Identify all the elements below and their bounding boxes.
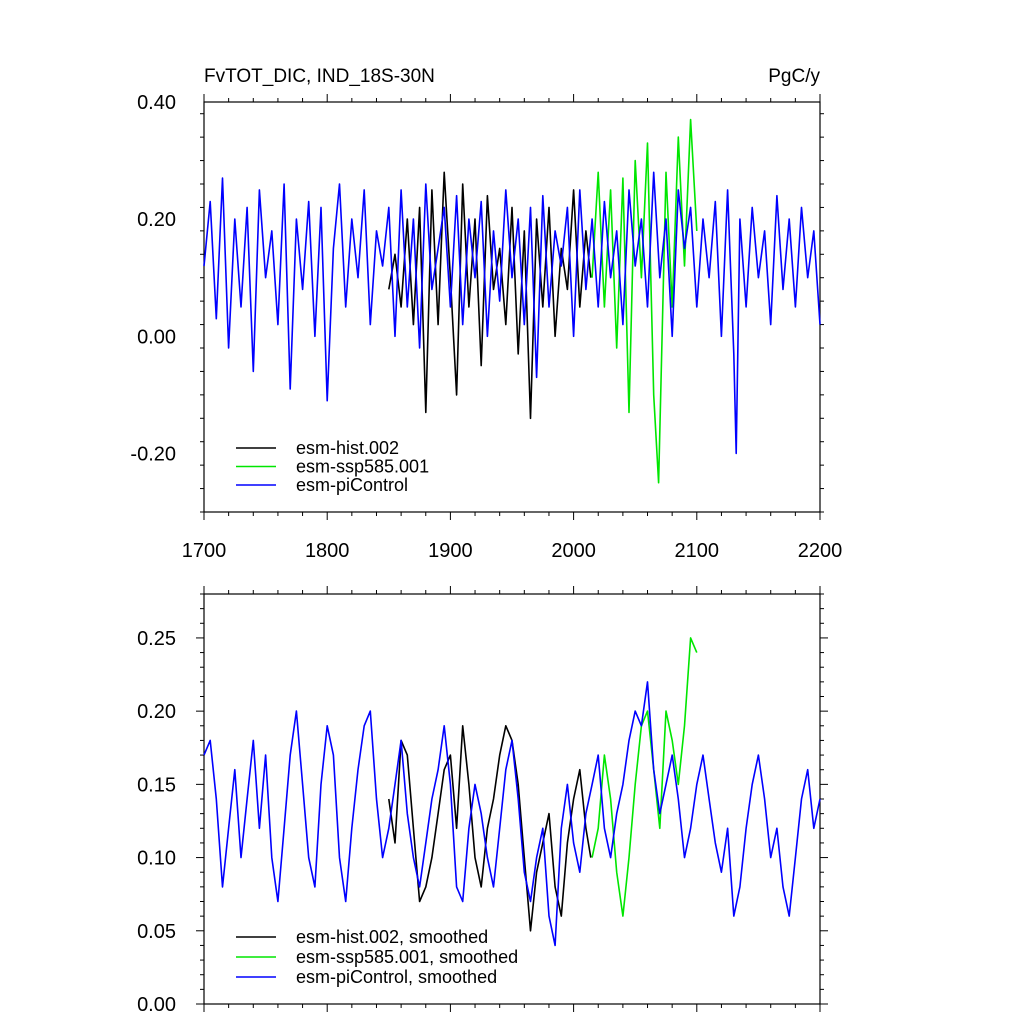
top-series-line-esm-hist-002 [388, 171, 592, 420]
top-y-tick-label: 0.00 [137, 326, 176, 348]
chart-units: PgC/y [768, 66, 820, 87]
top-y-tick-label: -0.20 [130, 443, 176, 465]
top-x-tick-label: 1700 [182, 540, 227, 562]
top-y-tick-label: 0.20 [137, 209, 176, 231]
top-x-tick-label: 1800 [305, 540, 350, 562]
bottom-y-tick-label: 0.10 [137, 848, 176, 870]
bottom-legend-label: esm-ssp585.001, smoothed [296, 947, 518, 967]
top-x-tick-label: 1900 [428, 540, 473, 562]
chart-title: FvTOT_DIC, IND_18S-30N [204, 66, 435, 87]
top-x-tick-label: 2200 [798, 540, 843, 562]
top-panel: FvTOT_DIC, IND_18S-30N PgC/y 1700 1800 190… [130, 66, 842, 562]
top-series-line-esm-ssp585-001 [591, 118, 698, 484]
bottom-series-group [203, 637, 821, 947]
bottom-legend-label: esm-piControl, smoothed [296, 967, 497, 987]
bottom-axis-ticks: 0.00 0.05 0.10 0.15 0.20 0.25 [137, 586, 828, 1016]
top-legend-label: esm-hist.002 [296, 438, 399, 458]
bottom-series-line-esm-picontrol-smoothed [203, 681, 821, 947]
bottom-y-tick-label: 0.05 [137, 921, 176, 943]
bottom-panel: 0.00 0.05 0.10 0.15 0.20 0.25 esm-hist.002, s… [137, 586, 828, 1016]
bottom-series-line-esm-ssp585-001-smoothed [591, 637, 698, 917]
top-legend-label: esm-ssp585.001 [296, 457, 429, 477]
top-axis-ticks: 1700 1800 1900 2000 2100 2200 -0.20 0.00 0.20 0.4… [130, 92, 842, 562]
bottom-y-tick-label: 0.20 [137, 701, 176, 723]
bottom-y-tick-label: 0.15 [137, 774, 176, 796]
bottom-y-tick-label: 0.00 [137, 994, 176, 1016]
top-x-tick-label: 2000 [551, 540, 596, 562]
top-plot-frame [203, 101, 821, 513]
bottom-y-tick-label: 0.25 [137, 628, 176, 650]
top-x-tick-label: 2100 [675, 540, 720, 562]
top-series-line-esm-picontrol [203, 171, 821, 455]
top-y-tick-label: 0.40 [137, 92, 176, 114]
top-series-group [203, 118, 821, 484]
bottom-legend-label: esm-hist.002, smoothed [296, 927, 488, 947]
top-legend-label: esm-piControl [296, 475, 408, 495]
